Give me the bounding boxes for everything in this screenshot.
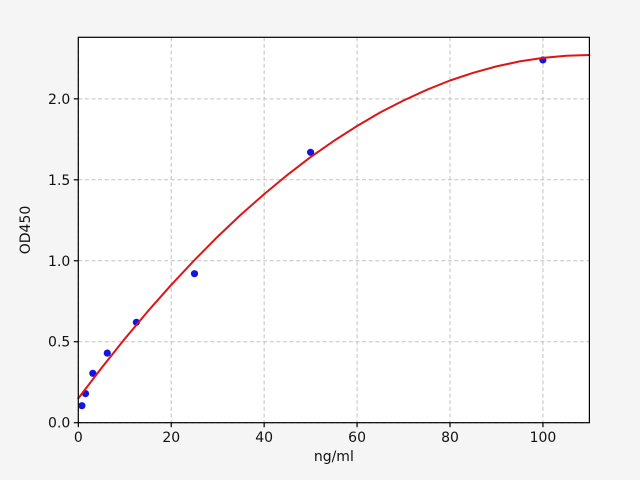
x-tick-label: 100 <box>530 430 557 446</box>
y-tick-label: 1.0 <box>48 254 70 270</box>
standard-points-marker <box>190 270 199 278</box>
y-tick-label: 2.0 <box>48 92 70 108</box>
series-layer <box>77 54 591 410</box>
axes-spines <box>77 36 591 424</box>
x-tick-label: 60 <box>348 430 366 446</box>
fit-curve-line <box>77 54 591 400</box>
x-tick-label: 0 <box>74 430 83 446</box>
x-tick-label: 80 <box>441 430 459 446</box>
standard-points-marker <box>307 148 315 156</box>
y-axis-label: OD450 <box>18 206 34 255</box>
plot-area <box>78 37 590 423</box>
x-axis-label: ng/ml <box>314 449 354 465</box>
y-tick-label: 0.5 <box>48 335 70 351</box>
tick-layer: 0 20 40 60 80 100 0.0 0.5 1.0 1.5 2.0 <box>48 92 556 446</box>
y-tick-label: 1.5 <box>48 173 70 189</box>
x-tick-label: 20 <box>162 430 180 446</box>
y-tick-label: 0.0 <box>48 416 70 432</box>
standard-points-marker <box>89 369 97 377</box>
x-tick-label: 40 <box>255 430 273 446</box>
standard-points-marker <box>103 349 111 357</box>
standard-points-marker <box>78 402 86 410</box>
